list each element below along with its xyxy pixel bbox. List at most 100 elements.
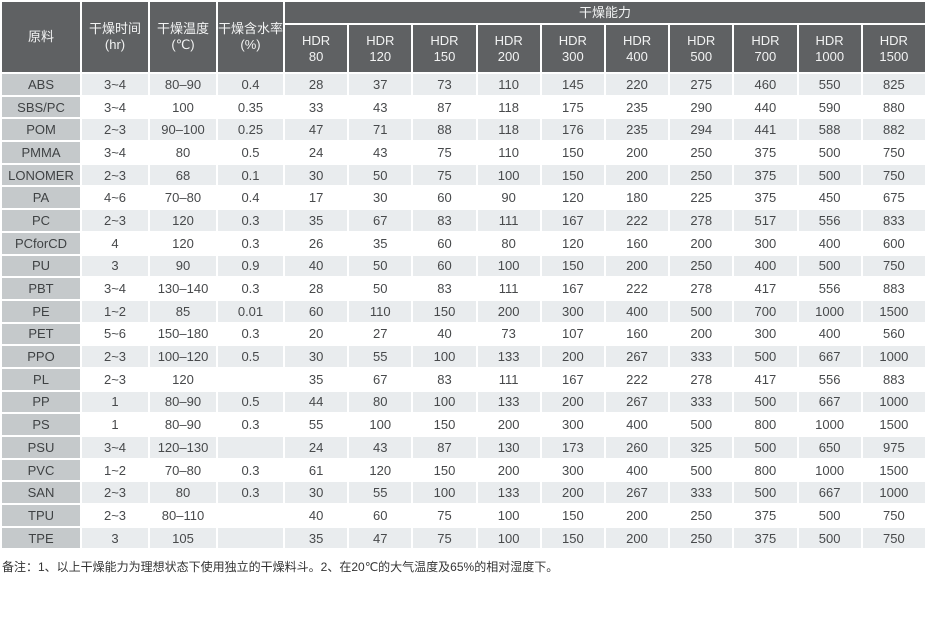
capacity-cell: 107 [539, 321, 606, 347]
time-cell: 2~3 [80, 117, 150, 143]
capacity-cell: 35 [282, 366, 350, 392]
capacity-cell: 500 [732, 389, 799, 415]
time-cell: 1~2 [80, 457, 150, 483]
capacity-cell: 400 [796, 230, 863, 256]
temp-cell: 100 [148, 94, 218, 120]
material-cell: PSU [0, 435, 82, 460]
capacity-cell: 43 [347, 435, 414, 460]
table-row: PPO 2~3 100–120 0.5 30 55 100 133 200 267 333 500 66… [0, 344, 925, 369]
capacity-cell: 833 [860, 208, 925, 233]
capacity-cell: 50 [347, 162, 414, 188]
time-cell: 4~6 [80, 185, 150, 211]
capacity-cell: 1000 [860, 344, 925, 369]
capacity-cell: 200 [603, 253, 671, 279]
capacity-cell: 400 [603, 298, 671, 324]
capacity-cell: 167 [539, 208, 606, 233]
temp-cell: 80–90 [148, 389, 218, 415]
capacity-cell: 500 [796, 525, 863, 551]
capacity-cell: 275 [668, 72, 735, 97]
capacity-cell: 300 [539, 412, 606, 437]
moisture-cell: 0.4 [216, 72, 285, 97]
temp-cell: 90–100 [148, 117, 218, 143]
capacity-cell: 35 [347, 230, 414, 256]
material-cell: SBS/PC [0, 94, 82, 120]
capacity-cell: 61 [282, 457, 350, 483]
temp-cell: 120 [148, 366, 218, 392]
time-cell: 2~3 [80, 162, 150, 188]
capacity-cell: 235 [603, 94, 671, 120]
capacity-cell: 200 [539, 344, 606, 369]
capacity-cell: 556 [796, 276, 863, 301]
capacity-cell: 825 [860, 72, 925, 97]
capacity-cell: 150 [411, 298, 478, 324]
capacity-cell: 110 [475, 140, 542, 165]
capacity-cell: 176 [539, 117, 606, 143]
capacity-cell: 1500 [860, 412, 925, 437]
time-cell: 1 [80, 389, 150, 415]
moisture-cell: 0.01 [216, 298, 285, 324]
capacity-cell: 300 [732, 230, 799, 256]
time-cell: 3~4 [80, 435, 150, 460]
temp-cell: 105 [148, 525, 218, 551]
capacity-cell: 200 [603, 503, 671, 528]
moisture-cell: 0.5 [216, 140, 285, 165]
capacity-cell: 750 [860, 525, 925, 551]
capacity-cell: 30 [347, 185, 414, 211]
capacity-cell: 550 [796, 72, 863, 97]
time-cell: 5~6 [80, 321, 150, 347]
capacity-cell: 250 [668, 140, 735, 165]
temp-cell: 80–110 [148, 503, 218, 528]
table-row: TPE 3 105 35 47 75 100 150 200 250 375 500 750 [0, 525, 925, 551]
col-header-drying-time: 干燥时间 (hr) [80, 0, 150, 74]
table-row: PL 2~3 120 35 67 83 111 167 222 278 417 556 883 [0, 366, 925, 392]
table-body: ABS 3~4 80–90 0.4 28 37 73 110 145 220 275 460 550 82… [0, 72, 925, 551]
material-cell: PVC [0, 457, 82, 483]
capacity-cell: 500 [668, 298, 735, 324]
moisture-cell: 0.3 [216, 412, 285, 437]
material-cell: POM [0, 117, 82, 143]
capacity-cell: 20 [282, 321, 350, 347]
capacity-cell: 800 [732, 412, 799, 437]
capacity-cell: 167 [539, 276, 606, 301]
table-row: PVC 1~2 70–80 0.3 61 120 150 200 300 400 500 800 100… [0, 457, 925, 483]
time-cell: 3~4 [80, 72, 150, 97]
capacity-cell: 600 [860, 230, 925, 256]
table-row: PET 5~6 150–180 0.3 20 27 40 73 107 160 200 300 400 5… [0, 321, 925, 347]
time-cell: 3 [80, 253, 150, 279]
table-row: PCforCD 4 120 0.3 26 35 60 80 120 160 200 300 400 600 [0, 230, 925, 256]
time-cell: 2~3 [80, 208, 150, 233]
capacity-cell: 375 [732, 185, 799, 211]
capacity-cell: 500 [668, 412, 735, 437]
time-cell: 3~4 [80, 276, 150, 301]
temp-cell: 120 [148, 208, 218, 233]
capacity-cell: 300 [539, 298, 606, 324]
capacity-cell: 1000 [796, 457, 863, 483]
col-header-hdr-500: HDR 500 [668, 23, 735, 74]
capacity-cell: 88 [411, 117, 478, 143]
moisture-cell: 0.5 [216, 389, 285, 415]
capacity-cell: 375 [732, 503, 799, 528]
temp-cell: 70–80 [148, 457, 218, 483]
capacity-cell: 173 [539, 435, 606, 460]
capacity-cell: 400 [603, 457, 671, 483]
capacity-cell: 588 [796, 117, 863, 143]
capacity-cell: 375 [732, 140, 799, 165]
moisture-cell: 0.5 [216, 344, 285, 369]
capacity-cell: 750 [860, 162, 925, 188]
temp-cell: 80–90 [148, 412, 218, 437]
col-header-drying-temp-unit: (℃) [171, 37, 195, 52]
capacity-cell: 83 [411, 208, 478, 233]
capacity-cell: 150 [411, 457, 478, 483]
col-header-drying-time-label: 干燥时间 [88, 21, 141, 37]
capacity-cell: 120 [539, 185, 606, 211]
moisture-cell [216, 503, 285, 528]
material-cell: PP [0, 389, 82, 415]
capacity-cell: 500 [796, 162, 863, 188]
header-row-models: HDR 80 HDR 120 HDR 150 HDR 200 HDR 300 HDR 400 HDR 50… [1, 23, 925, 74]
capacity-cell: 300 [732, 321, 799, 347]
capacity-cell: 55 [282, 412, 350, 437]
capacity-cell: 50 [347, 253, 414, 279]
capacity-cell: 650 [796, 435, 863, 460]
capacity-cell: 67 [347, 366, 414, 392]
capacity-cell: 180 [603, 185, 671, 211]
